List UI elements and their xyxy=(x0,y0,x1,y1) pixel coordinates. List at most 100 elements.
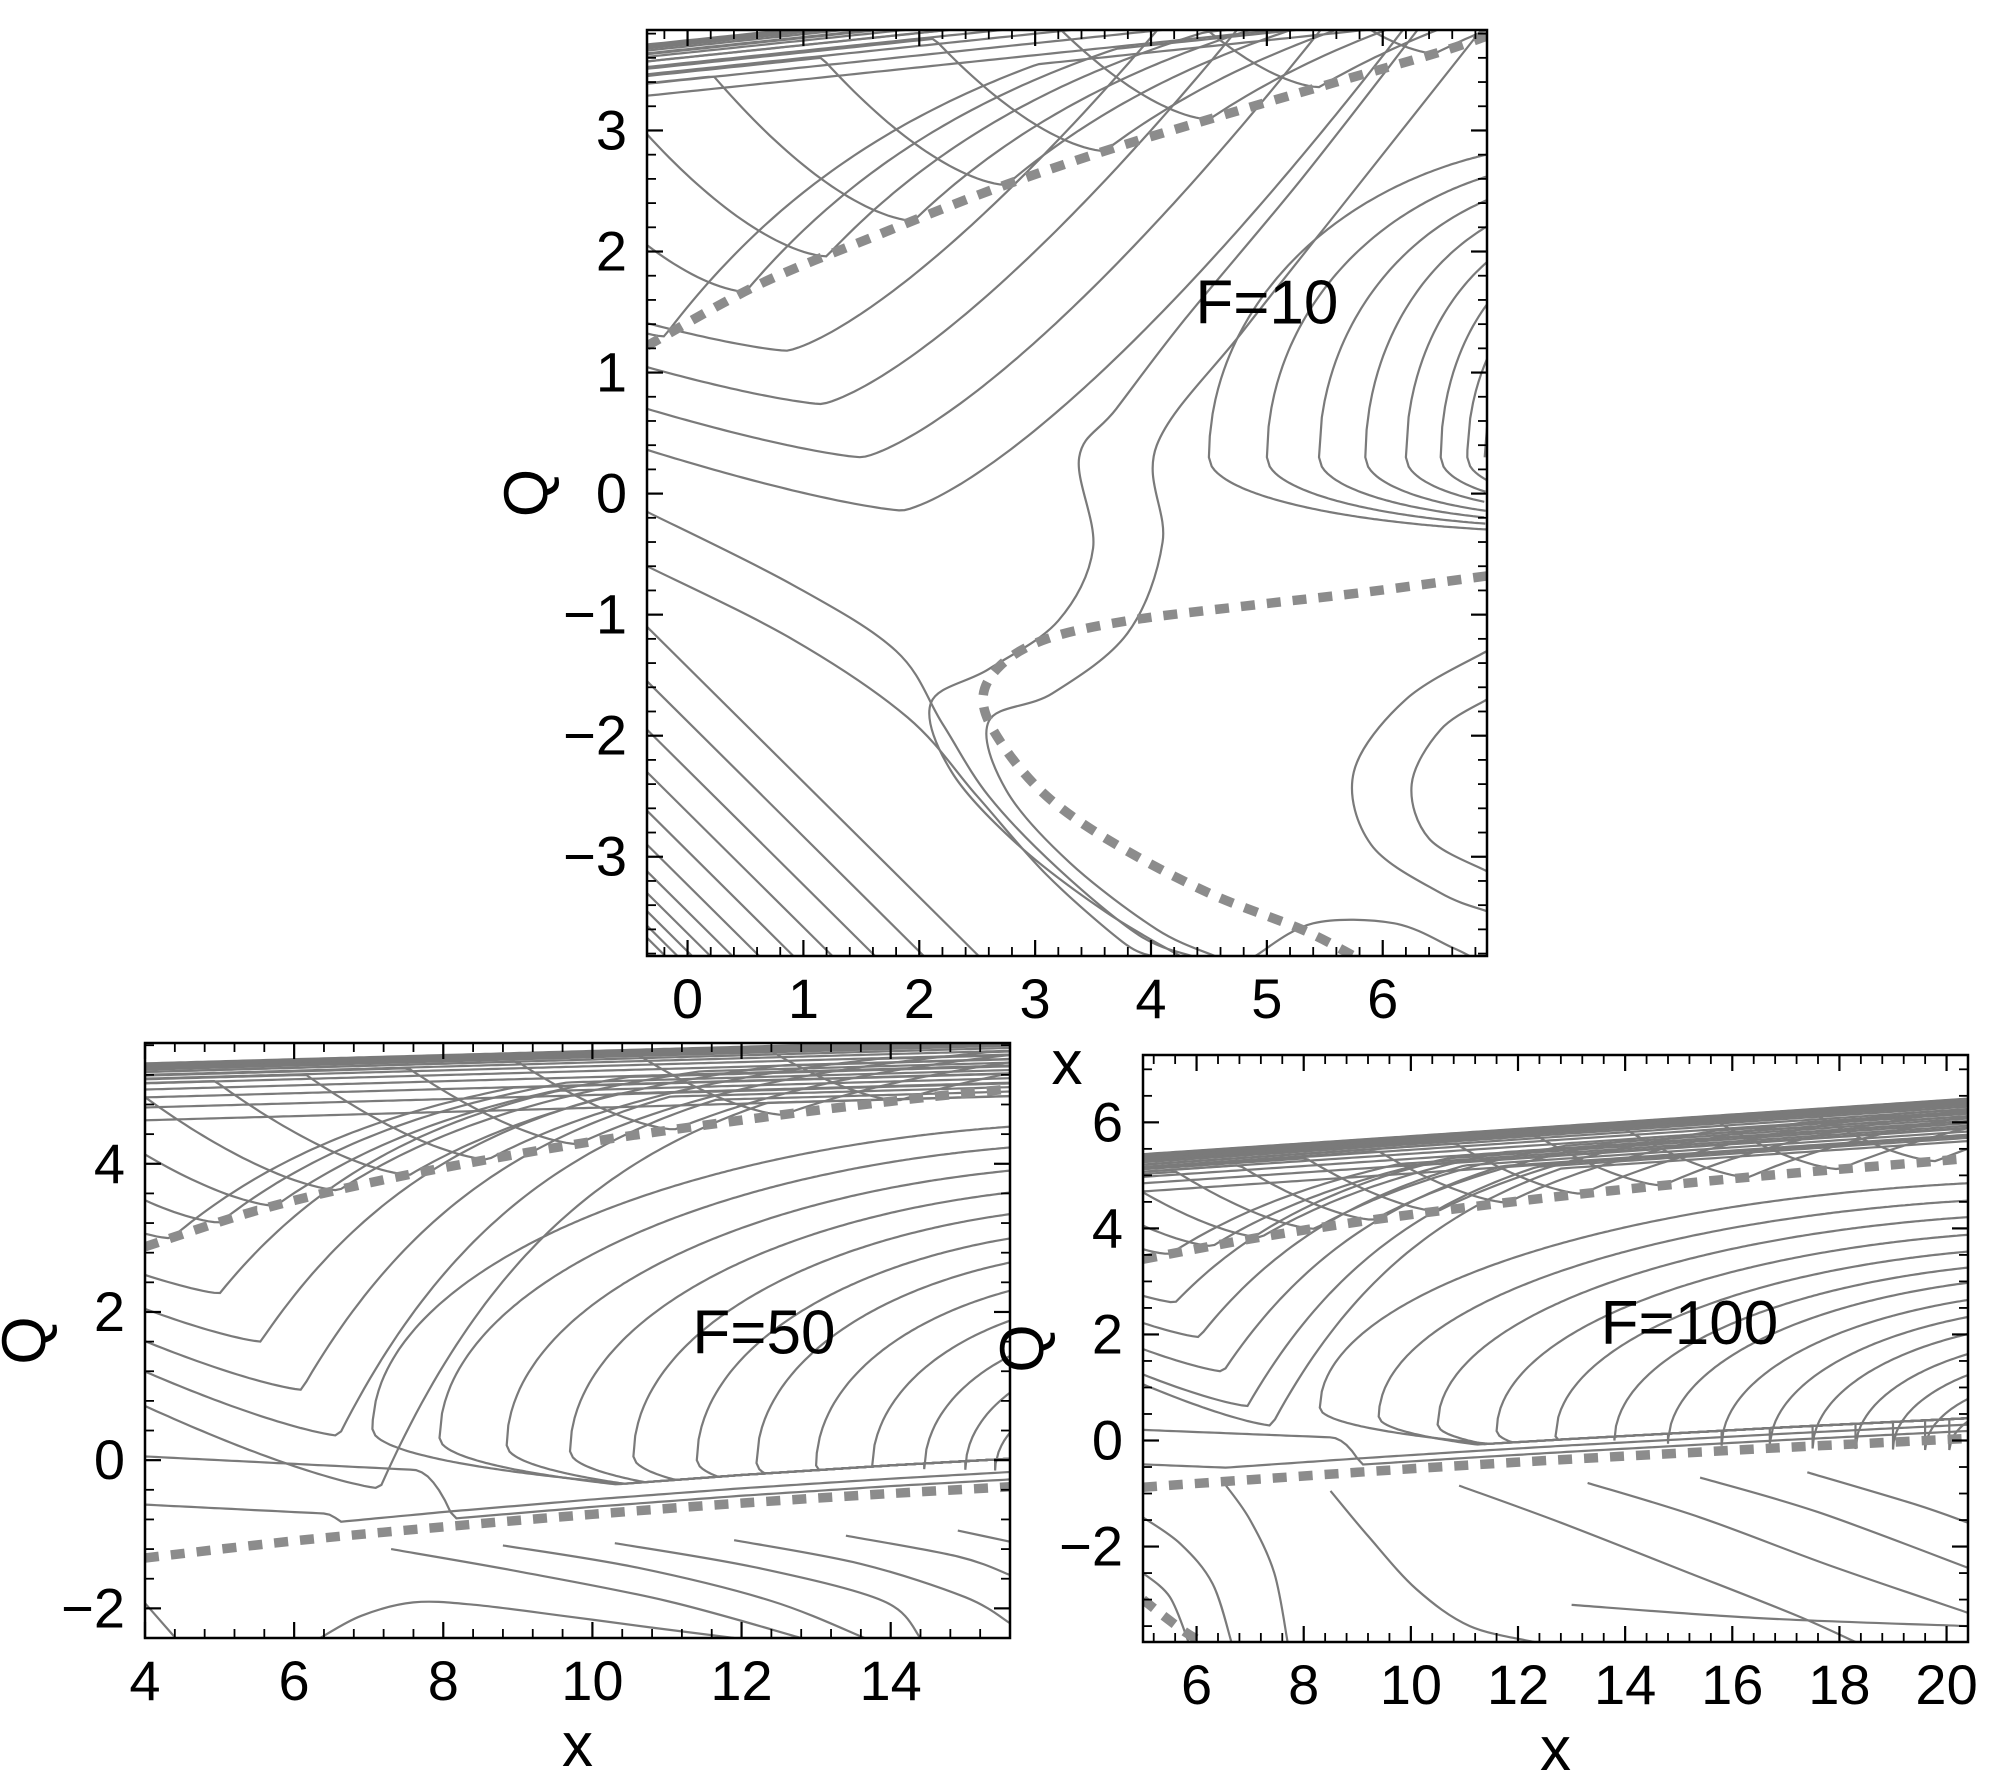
contour-line xyxy=(646,870,734,957)
contour-line xyxy=(646,565,1152,957)
contour-line xyxy=(646,29,1160,352)
contour-line xyxy=(1466,358,1488,482)
y-tick-label: −2 xyxy=(563,704,627,767)
contour-line xyxy=(1142,1118,1969,1171)
contour-line xyxy=(144,1053,1011,1131)
contour-line xyxy=(646,29,1022,69)
dashed-guide-curve xyxy=(1142,1595,1205,1643)
contour-line xyxy=(646,910,693,957)
y-tick-label: −2 xyxy=(1059,1515,1123,1578)
contour-line xyxy=(1439,303,1488,493)
contour-line xyxy=(144,1086,1011,1391)
contour-line xyxy=(646,29,865,52)
contour-line xyxy=(144,1077,1011,1295)
contour-line xyxy=(755,1261,1011,1475)
contour-line xyxy=(814,1289,1011,1472)
contour-line xyxy=(144,1054,1011,1161)
contour-line xyxy=(646,29,1323,459)
contour-line xyxy=(1142,1127,1969,1304)
contour-line xyxy=(1142,1115,1969,1221)
contour-line xyxy=(646,510,1192,957)
x-tick-label: 6 xyxy=(1181,1653,1212,1716)
contour-line xyxy=(646,29,891,55)
x-tick-label: 14 xyxy=(860,1649,922,1712)
dashed-guide-curve xyxy=(1142,1433,1969,1492)
contour-line xyxy=(646,809,795,957)
contour-line xyxy=(1142,1133,1969,1373)
contour-line xyxy=(646,29,845,50)
y-tick-label: 2 xyxy=(596,220,627,283)
x-tick-label: 2 xyxy=(904,967,935,1030)
contour-line xyxy=(1410,698,1488,873)
x-tick-label: 5 xyxy=(1251,967,1282,1030)
contour-line xyxy=(646,29,1297,97)
contour-line xyxy=(1329,1490,1535,1643)
contour-line xyxy=(646,29,1247,258)
x-tick-label: 4 xyxy=(129,1649,160,1712)
panel-f50: 4 6 8 10 12 14 −2 0 2 4 x Q F=50 xyxy=(0,1041,1012,1779)
contour-line xyxy=(1364,225,1488,512)
contour-line xyxy=(845,1534,1011,1577)
y-tick-label: 4 xyxy=(1092,1196,1123,1259)
x-tick-label: 12 xyxy=(710,1649,772,1712)
y-tick-label: 4 xyxy=(94,1132,125,1195)
contour-line xyxy=(646,29,1443,89)
x-axis-label: x xyxy=(1540,1715,1571,1779)
contour-line xyxy=(964,1391,1011,1470)
contour-line xyxy=(144,1044,1011,1071)
x-tick-label: 6 xyxy=(279,1649,310,1712)
contour-line xyxy=(646,924,679,957)
contour-line xyxy=(144,1065,1011,1207)
y-tick-label: 6 xyxy=(1092,1090,1123,1153)
contour-line xyxy=(1142,1140,1969,1427)
contour-line xyxy=(646,29,1257,222)
contour-line xyxy=(1948,1417,1969,1451)
contour-line xyxy=(646,937,667,957)
contour-line xyxy=(1587,1481,1969,1614)
x-tick-label: 14 xyxy=(1594,1653,1656,1716)
contour-line xyxy=(985,29,1483,957)
contour-line xyxy=(502,1544,866,1639)
contour-line xyxy=(646,29,925,58)
y-tick-label: 1 xyxy=(596,341,627,404)
contour-line xyxy=(646,626,980,957)
plot-frame xyxy=(143,1041,1012,1640)
contour-line xyxy=(1142,1423,1969,1469)
contour-line xyxy=(928,29,1419,957)
contour-line xyxy=(1404,261,1488,503)
y-tick-label: 0 xyxy=(596,462,627,525)
x-axis-label: x xyxy=(562,1711,593,1779)
contour-line xyxy=(1806,1471,1969,1524)
contour-line xyxy=(144,1053,1011,1116)
contour-line xyxy=(1265,175,1488,525)
panel-annotation: F=10 xyxy=(1195,268,1338,337)
y-tick-label: 2 xyxy=(94,1280,125,1343)
contour-line xyxy=(144,1042,1011,1068)
contour-line xyxy=(646,29,1392,121)
y-tick-label: 0 xyxy=(94,1428,125,1491)
contour-line xyxy=(646,29,1342,152)
y-tick-label: −3 xyxy=(563,825,627,888)
plot-frame xyxy=(1141,1053,1970,1644)
x-tick-label: 18 xyxy=(1808,1653,1870,1716)
q-axis-label: Q xyxy=(0,1316,59,1364)
contour-line xyxy=(390,1548,802,1639)
contour-line xyxy=(1142,1109,1969,1163)
contour-line xyxy=(646,771,834,957)
panel-annotation: F=100 xyxy=(1601,1289,1779,1358)
x-tick-label: 20 xyxy=(1915,1653,1977,1716)
contour-line xyxy=(371,1125,1011,1485)
contour-line xyxy=(994,1432,1011,1471)
contour-line xyxy=(144,1081,1011,1343)
contour-line xyxy=(1142,1119,1969,1239)
contour-line xyxy=(1350,650,1488,913)
contour-line xyxy=(614,1542,922,1639)
x-tick-label: 10 xyxy=(1380,1653,1442,1716)
contour-line xyxy=(646,728,876,957)
contour-line xyxy=(144,1090,1011,1437)
contour-line xyxy=(1225,1484,1289,1643)
contour-line xyxy=(1699,1476,1969,1569)
y-tick-label: 2 xyxy=(1092,1302,1123,1365)
